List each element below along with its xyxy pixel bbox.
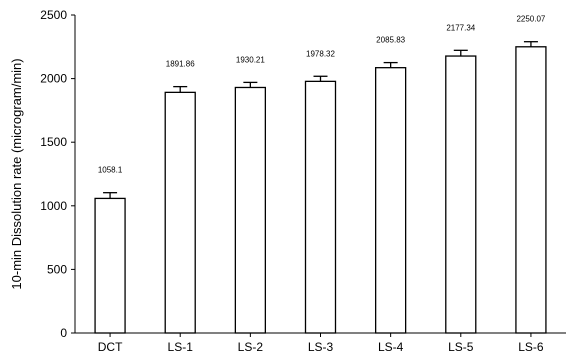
bar-ls-2 [234, 86, 267, 334]
data-label: 1058.1 [98, 166, 123, 175]
data-label: 2177.34 [446, 23, 475, 32]
x-tick-label: DCT [98, 340, 123, 354]
bar-ls-1 [164, 91, 196, 334]
bar-ls-4 [374, 67, 407, 334]
data-label: 1891.86 [166, 60, 195, 69]
x-tick-label: LS-4 [378, 340, 404, 354]
y-tick-label: 1000 [40, 199, 67, 213]
bar-dct [94, 197, 126, 334]
bar-ls-5 [445, 55, 477, 334]
y-tick-label: 0 [60, 326, 67, 340]
data-label: 2250.07 [516, 15, 545, 24]
y-axis-title: 10-min Dissolution rate (microgram/min) [9, 58, 24, 289]
data-label: 1930.21 [236, 55, 265, 64]
x-tick-label: LS-2 [238, 340, 264, 354]
bar-ls-6 [515, 46, 547, 334]
data-label: 1978.32 [306, 49, 335, 58]
data-label: 2085.83 [376, 36, 405, 45]
x-tick-label: LS-3 [308, 340, 334, 354]
x-tick-label: LS-1 [168, 340, 194, 354]
axes: 0 500 1000 1500 2000 2500 DCT LS-1 LS-2 LS-3 LS-4 L… [40, 8, 566, 354]
y-tick-label: 500 [47, 262, 67, 276]
y-tick-label: 1500 [40, 135, 67, 149]
y-tick-label: 2500 [40, 8, 67, 22]
x-tick-label: LS-5 [448, 340, 474, 354]
bar-ls-3 [304, 80, 337, 334]
x-tick-label: LS-6 [518, 340, 544, 354]
bars: 1058.1 1891.86 1930.21 1978.32 2085.83 2177.3… [94, 15, 547, 334]
y-tick-label: 2000 [40, 72, 67, 86]
